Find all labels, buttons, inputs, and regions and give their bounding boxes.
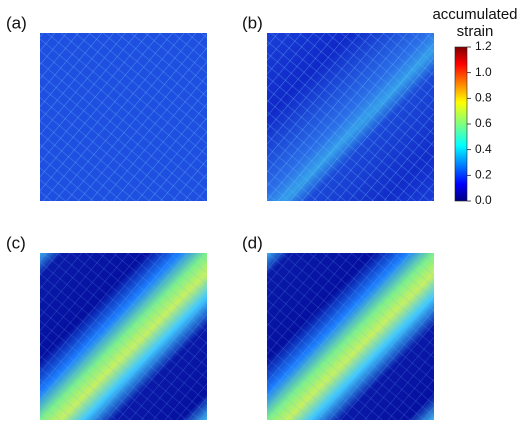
panel-a xyxy=(40,33,207,201)
panel-label: (c) xyxy=(6,233,26,252)
tick-label: 0.8 xyxy=(475,91,492,105)
tick-label: 0.4 xyxy=(475,142,492,156)
panel-b xyxy=(267,33,434,201)
colorbar-title: accumulated xyxy=(432,6,517,23)
tick-label: 0.0 xyxy=(475,193,492,207)
panel-label: (b) xyxy=(242,13,263,32)
colorbar xyxy=(454,46,468,202)
panel-d xyxy=(267,253,434,420)
tick-label: 1.2 xyxy=(475,39,492,53)
panel-label: (a) xyxy=(6,13,27,32)
tick-label: 0.2 xyxy=(475,168,492,182)
panel-label: (d) xyxy=(242,233,263,252)
panel-c xyxy=(40,253,207,420)
tick-label: 1.0 xyxy=(475,65,492,79)
tick-label: 0.6 xyxy=(475,116,492,130)
colorbar-title: strain xyxy=(457,23,494,40)
